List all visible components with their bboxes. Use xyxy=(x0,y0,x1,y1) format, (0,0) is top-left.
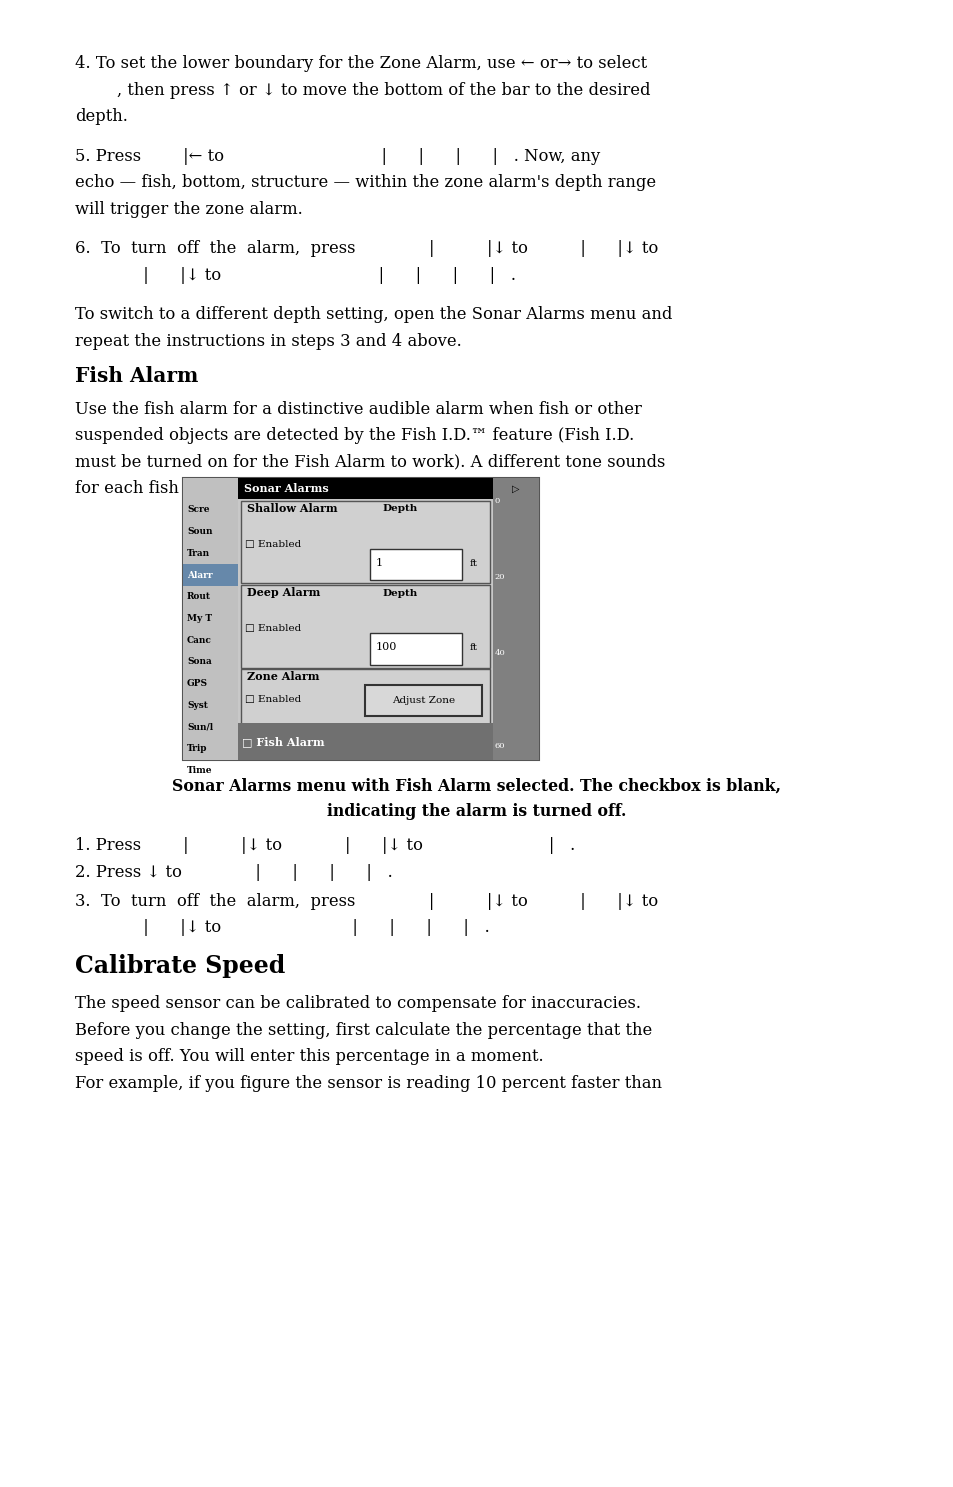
Text: repeat the instructions in steps 3 and 4 above.: repeat the instructions in steps 3 and 4… xyxy=(75,333,461,349)
Text: Sun/l: Sun/l xyxy=(187,723,213,732)
Text: ▷: ▷ xyxy=(512,483,519,494)
Bar xyxy=(241,669,489,726)
Text: 20: 20 xyxy=(495,572,505,581)
Text: Scre: Scre xyxy=(187,506,210,515)
Bar xyxy=(183,477,238,760)
Bar xyxy=(370,633,462,665)
Text: Canc: Canc xyxy=(187,635,212,645)
Bar xyxy=(365,684,482,715)
Text: Calibrate Speed: Calibrate Speed xyxy=(75,953,285,977)
Bar xyxy=(241,501,489,583)
Text: 3.  To  turn  off  the  alarm,  press              |          |↓ to          |  : 3. To turn off the alarm, press | |↓ to … xyxy=(75,892,658,910)
Text: Before you change the setting, first calculate the percentage that the: Before you change the setting, first cal… xyxy=(75,1022,652,1039)
Text: 40: 40 xyxy=(495,648,505,657)
Text: Sona: Sona xyxy=(187,657,212,666)
Text: □ Enabled: □ Enabled xyxy=(245,625,301,633)
Text: Use the fish alarm for a distinctive audible alarm when fish or other: Use the fish alarm for a distinctive aud… xyxy=(75,400,641,418)
Text: Depth: Depth xyxy=(382,589,417,598)
Text: 1. Press        |          |↓ to            |      |↓ to                        : 1. Press | |↓ to | |↓ to xyxy=(75,837,575,854)
Text: 0: 0 xyxy=(495,497,499,504)
Text: speed is off. You will enter this percentage in a moment.: speed is off. You will enter this percen… xyxy=(75,1048,543,1065)
Text: indicating the alarm is turned off.: indicating the alarm is turned off. xyxy=(327,803,626,819)
Text: Rout: Rout xyxy=(187,592,211,601)
Text: must be turned on for the Fish Alarm to work). A different tone sounds: must be turned on for the Fish Alarm to … xyxy=(75,454,664,470)
Text: Tran: Tran xyxy=(187,549,210,558)
Text: , then press ↑ or ↓ to move the bottom of the bar to the desired: , then press ↑ or ↓ to move the bottom o… xyxy=(75,82,650,98)
Text: Time: Time xyxy=(187,766,213,775)
Text: Zone Alarm: Zone Alarm xyxy=(247,671,319,683)
Text: GPS: GPS xyxy=(187,680,208,688)
Text: For example, if you figure the sensor is reading 10 percent faster than: For example, if you figure the sensor is… xyxy=(75,1075,661,1091)
Bar xyxy=(238,477,492,760)
Text: Soun: Soun xyxy=(187,528,213,537)
Text: Shallow Alarm: Shallow Alarm xyxy=(247,503,337,513)
Text: Depth: Depth xyxy=(382,504,417,513)
Text: 6.  To  turn  off  the  alarm,  press              |          |↓ to          |  : 6. To turn off the alarm, press | |↓ to … xyxy=(75,239,658,257)
Text: ft: ft xyxy=(469,559,477,568)
Bar xyxy=(183,477,538,760)
Text: for each fish symbol size shown on the display.: for each fish symbol size shown on the d… xyxy=(75,480,463,497)
Text: Sonar Alarms menu with Fish Alarm selected. The checkbox is blank,: Sonar Alarms menu with Fish Alarm select… xyxy=(172,778,781,796)
Text: echo — fish, bottom, structure — within the zone alarm's depth range: echo — fish, bottom, structure — within … xyxy=(75,174,656,190)
Text: depth.: depth. xyxy=(75,109,128,125)
Text: 5. Press        |← to                              |      |      |      |   . No: 5. Press |← to | | | | . No xyxy=(75,147,599,165)
Text: |      |↓ to                         |      |      |      |   .: | |↓ to | | | | . xyxy=(75,919,489,937)
Text: Alarr: Alarr xyxy=(187,571,213,580)
Text: 4. To set the lower boundary for the Zone Alarm, use ← or→ to select: 4. To set the lower boundary for the Zon… xyxy=(75,55,646,71)
Bar xyxy=(370,549,462,580)
Text: Fish Alarm: Fish Alarm xyxy=(75,366,198,385)
Text: To switch to a different depth setting, open the Sonar Alarms menu and: To switch to a different depth setting, … xyxy=(75,306,672,323)
Text: |      |↓ to                              |      |      |      |   .: | |↓ to | | | | . xyxy=(75,266,516,284)
Bar xyxy=(238,477,492,500)
Text: □ Enabled: □ Enabled xyxy=(245,540,301,549)
Text: □ Enabled: □ Enabled xyxy=(245,694,301,703)
Bar xyxy=(241,584,489,668)
Text: 60: 60 xyxy=(495,742,505,749)
Text: Syst: Syst xyxy=(187,700,208,709)
Text: 100: 100 xyxy=(375,642,396,653)
Text: suspended objects are detected by the Fish I.D.™ feature (Fish I.D.: suspended objects are detected by the Fi… xyxy=(75,427,634,445)
Bar xyxy=(183,564,238,586)
Text: 2. Press ↓ to              |      |      |      |   .: 2. Press ↓ to | | | | . xyxy=(75,864,393,880)
Text: will trigger the zone alarm.: will trigger the zone alarm. xyxy=(75,201,302,217)
Text: 1: 1 xyxy=(375,558,382,568)
Text: Sonar Alarms: Sonar Alarms xyxy=(244,483,329,494)
Text: My T: My T xyxy=(187,614,212,623)
Text: □ Fish Alarm: □ Fish Alarm xyxy=(242,736,324,748)
Bar xyxy=(238,724,492,760)
Text: Trip: Trip xyxy=(187,744,208,752)
Text: Deep Alarm: Deep Alarm xyxy=(247,587,320,598)
Text: The speed sensor can be calibrated to compensate for inaccuracies.: The speed sensor can be calibrated to co… xyxy=(75,995,640,1013)
Text: ft: ft xyxy=(469,642,477,651)
Text: Adjust Zone: Adjust Zone xyxy=(392,696,455,705)
Bar xyxy=(492,477,538,760)
